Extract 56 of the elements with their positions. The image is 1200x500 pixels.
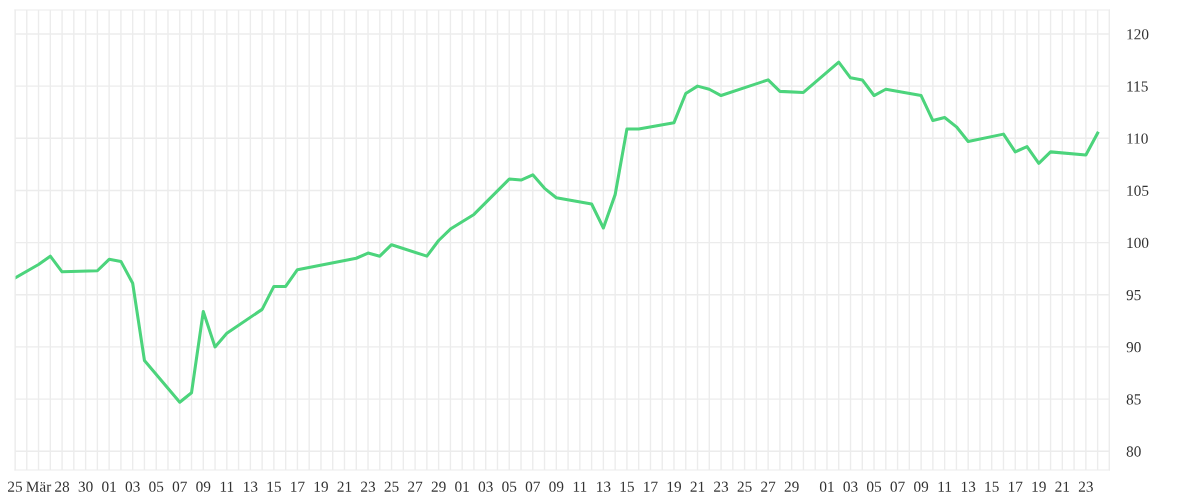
x-tick-label: 11 [573, 481, 587, 492]
x-tick-label: 17 [644, 481, 658, 492]
y-tick-label: 95 [1126, 289, 1141, 301]
y-tick-label: 120 [1127, 29, 1149, 40]
x-tick-label: 03 [125, 481, 140, 492]
x-tick-label: 13 [961, 481, 976, 492]
x-tick-label: 30 [78, 481, 93, 492]
x-tick-label: 21 [690, 481, 705, 492]
line-series [15, 60, 1100, 404]
x-tick-label: 01 [455, 481, 469, 492]
x-tick-label: 01 [819, 481, 834, 492]
x-tick-label: 19 [1032, 481, 1046, 492]
x-tick-label: 05 [502, 481, 517, 492]
x-tick-label: 17 [1008, 481, 1023, 492]
x-tick-label: 05 [866, 481, 882, 492]
x-tick-label: 15 [267, 481, 281, 492]
x-tick-label: 11 [220, 481, 234, 492]
x-tick-label: 25 [384, 481, 399, 492]
y-tick-label: 90 [1126, 342, 1141, 353]
x-tick-label: 23 [714, 481, 729, 492]
x-tick-label: 28 [55, 481, 70, 492]
x-tick-label: Mär [26, 481, 52, 492]
y-tick-label: 115 [1127, 81, 1148, 92]
x-tick-label: 01 [102, 481, 116, 492]
x-tick-label: 07 [890, 481, 905, 492]
x-tick-label: 13 [597, 481, 611, 492]
x-tick-label: 21 [337, 481, 352, 492]
x-tick-label: 05 [149, 481, 164, 492]
x-tick-label: 29 [784, 481, 799, 492]
x-tick-label: 09 [914, 481, 929, 492]
x-tick-label: 17 [291, 481, 305, 492]
x-tick-label: 27 [408, 481, 423, 492]
x-tick-label: 27 [761, 481, 776, 492]
x-tick-label: 13 [244, 481, 258, 492]
x-tick-label: 07 [525, 481, 540, 492]
x-tick-label: 25 [8, 481, 23, 492]
x-tick-label: 09 [196, 481, 211, 492]
x-tick-label: 19 [667, 481, 682, 492]
x-tick-label: 15 [985, 481, 999, 492]
y-tick-label: 110 [1127, 133, 1148, 144]
x-tick-label: 11 [938, 481, 952, 492]
x-tick-label: 25 [737, 481, 752, 492]
x-tick-label: 23 [361, 481, 376, 492]
x-tick-label: 15 [620, 481, 634, 492]
x-tick-label: 03 [478, 481, 493, 492]
y-tick-label: 80 [1126, 446, 1141, 457]
y-tick-label: 85 [1126, 394, 1141, 405]
y-tick-label: 100 [1127, 237, 1149, 249]
x-tick-label: 29 [431, 481, 446, 492]
x-tick-label: 03 [843, 481, 858, 492]
x-tick-label: 09 [549, 481, 564, 492]
y-tick-label: 105 [1127, 185, 1149, 196]
x-tick-label: 07 [172, 481, 187, 492]
x-tick-label: 21 [1055, 481, 1070, 492]
x-tick-label: 19 [314, 481, 328, 492]
x-tick-label: 23 [1078, 481, 1093, 492]
